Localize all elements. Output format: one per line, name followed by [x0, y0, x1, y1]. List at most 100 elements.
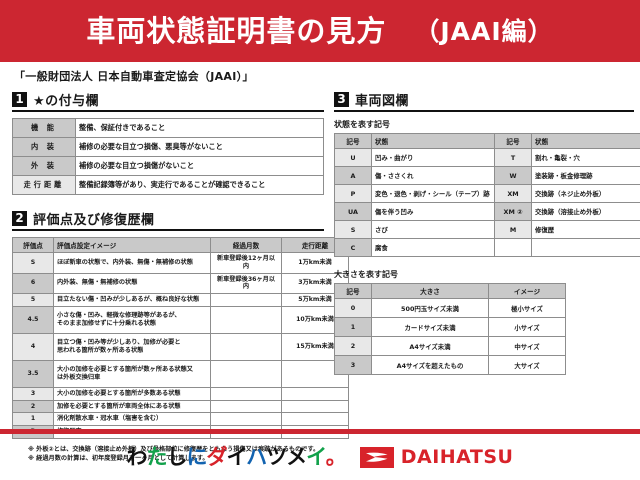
eval-months: [210, 386, 282, 401]
size-key: 3: [334, 355, 372, 375]
slogan-char: ダ: [206, 444, 228, 469]
eval-score: 1: [12, 412, 54, 426]
symbol-value: 交換跡（溶接止め外板）: [531, 202, 640, 221]
star-row-label: 機 能: [12, 118, 76, 138]
daihatsu-mark-icon: [359, 446, 394, 468]
table-row: 6 内外装、無傷・無補修の状態 新車登録後36ヶ月以内 3万km未満: [12, 272, 349, 294]
table-header-row: 評価点 評価点設定イメージ 経過月数 走行距離: [12, 237, 349, 253]
size-key: 0: [334, 298, 372, 318]
footnote-1: ※ 外板②とは、交換跡（溶接止め外板）及び骨格部位に修復歴をともなう損傷又は痕跡…: [28, 445, 320, 453]
table-row: 機 能 整備、保証付きであること: [12, 118, 324, 138]
section-1-title: ★の付与欄: [33, 94, 100, 109]
slogan-char: ハ: [246, 444, 267, 469]
content-columns: 1 ★の付与欄 機 能 整備、保証付きであること 内 装 補修の必要な目立つ損傷…: [0, 86, 640, 464]
eval-image: 内外装、無傷・無補修の状態: [53, 272, 211, 294]
symbol-key: W: [494, 166, 532, 185]
eval-image: 小さな傷・凹み、軽微な修理跡等があるが、 そのまま加修せずに十分乗れる状態: [53, 305, 211, 334]
col-header-score: 評価点: [12, 237, 54, 253]
symbol-value: 腐食: [371, 238, 495, 257]
star-row-desc: 補修の必要な目立つ損傷がないこと: [75, 156, 324, 176]
eval-score: 3.5: [12, 359, 54, 388]
eval-score: 6: [12, 272, 54, 294]
eval-score: S: [12, 252, 54, 274]
eval-score: 5: [12, 293, 54, 307]
col-header-symbol-right: 記号: [494, 133, 532, 149]
eval-image: 目立つ傷・凹み等が少しあり、加修が必要と 思われる箇所が数ヶ所ある状態: [53, 332, 211, 361]
size-table-subheading: 大きさを表す記号: [334, 270, 398, 279]
size-value: 500円玉サイズ未満: [371, 298, 489, 318]
footer-branding: わたしにダイハツメイ。 DAIHATSU: [0, 434, 640, 480]
organization-line: 「一般財団法人 日本自動車査定協会（JAAI）」: [14, 70, 254, 83]
slogan-char: イ: [306, 444, 327, 469]
condition-symbol-table: 記号 状態 記号 状態 U 凹み・曲がり T 割れ・亀裂・穴 A: [334, 133, 640, 257]
size-value: A4サイズ未満: [371, 336, 489, 356]
symbol-value: 傷・ささくれ: [371, 166, 495, 185]
symbol-table-subheading: 状態を表す記号: [334, 120, 390, 129]
eval-image: 目立たない傷・凹みが少しあるが、概ね良好な状態: [53, 293, 211, 307]
page-header-band: 車両状態証明書の見方 （JAAI編）: [0, 0, 640, 62]
section-1-heading: 1 ★の付与欄: [12, 90, 324, 112]
star-row-desc: 補修の必要な目立つ損傷、悪臭等がないこと: [75, 137, 324, 157]
size-key: 2: [334, 336, 372, 356]
section-2-title: 評価点及び修復歴欄: [33, 213, 155, 228]
eval-image: 消化剤散水車・冠水車（塩害を含む）: [53, 412, 211, 426]
size-value: カードサイズ未満: [371, 317, 489, 337]
size-image: 極小サイズ: [488, 298, 566, 318]
eval-months: [210, 293, 282, 307]
slogan-char: た: [146, 444, 168, 469]
col-header-image: 評価点設定イメージ: [53, 237, 211, 253]
daihatsu-logo: DAIHATSU: [359, 446, 514, 468]
section-1-number: 1: [12, 92, 27, 107]
star-row-desc: 整備記録簿等があり、実走行であることが確認できること: [75, 175, 324, 195]
symbol-key: XM ②: [494, 202, 532, 221]
col-header-condition-right: 状態: [531, 133, 640, 149]
col-header-symbol-left: 記号: [334, 133, 372, 149]
eval-months: [210, 399, 282, 414]
star-row-label: 内 装: [12, 137, 76, 157]
table-row: 走行距離 整備記録簿等があり、実走行であることが確認できること: [12, 175, 324, 195]
size-image: 中サイズ: [488, 336, 566, 356]
slogan-char: わ: [126, 444, 148, 469]
slogan-char: イ: [226, 444, 248, 469]
symbol-key: M: [494, 220, 532, 239]
table-row: S さび M 修復歴: [334, 220, 640, 239]
table-header-row: 記号 状態 記号 状態: [334, 133, 640, 149]
symbol-key: C: [334, 238, 372, 257]
symbol-key: U: [334, 148, 372, 167]
brand-slogan: わたしにダイハツメイ。: [126, 444, 347, 469]
slogan-char: メ: [286, 444, 307, 469]
size-image: 小サイズ: [488, 317, 566, 337]
symbol-value: 傷を伴う凹み: [371, 202, 495, 221]
eval-image: 大小の加修を必要とする箇所が多数ある状態: [53, 386, 211, 401]
table-row: 2 加修を必要とする箇所が車両全体にある状態: [12, 399, 349, 414]
eval-score: 3: [12, 386, 54, 401]
table-row: P 変色・退色・剥げ・シール（テープ）跡 XM 交換跡（ネジ止め外板）: [334, 184, 640, 203]
symbol-value: 変色・退色・剥げ・シール（テープ）跡: [371, 184, 495, 203]
table-row: 外 装 補修の必要な目立つ損傷がないこと: [12, 156, 324, 176]
table-row: 0 500円玉サイズ未満 極小サイズ: [334, 298, 566, 318]
eval-months: [210, 332, 282, 361]
eval-months: 新車登録後12ヶ月以内: [210, 252, 282, 274]
table-row: C 腐食: [334, 238, 640, 257]
table-row: A 傷・ささくれ W 塗装跡・板金修理跡: [334, 166, 640, 185]
eval-months: [210, 412, 282, 426]
symbol-key: [494, 238, 532, 257]
eval-image: 大小の加修を必要とする箇所が数ヶ所ある状態又 は外板交換归車: [53, 359, 211, 388]
col-header-condition-left: 状態: [371, 133, 495, 149]
left-column: 1 ★の付与欄 機 能 整備、保証付きであること 内 装 補修の必要な目立つ損傷…: [12, 86, 349, 464]
table-row: 3 A4サイズを超えたもの 大サイズ: [334, 355, 566, 375]
slogan-char: ツ: [266, 444, 287, 469]
table-header-row: 記号 大きさ イメージ: [334, 283, 566, 299]
symbol-key: S: [334, 220, 372, 239]
star-criteria-table: 機 能 整備、保証付きであること 内 装 補修の必要な目立つ損傷、悪臭等がないこ…: [12, 118, 324, 195]
symbol-value: さび: [371, 220, 495, 239]
symbol-key: UA: [334, 202, 372, 221]
section-2-number: 2: [12, 211, 27, 226]
table-row: 4 目立つ傷・凹み等が少しあり、加修が必要と 思われる箇所が数ヶ所ある状態 15…: [12, 332, 349, 361]
col-header-size: 大きさ: [371, 283, 489, 299]
daihatsu-wordmark: DAIHATSU: [400, 446, 514, 468]
right-column: 3 車両図欄 状態を表す記号 記号 状態 記号 状態 U 凹み・曲がり: [334, 86, 640, 464]
table-row: UA 傷を伴う凹み XM ② 交換跡（溶接止め外板）: [334, 202, 640, 221]
table-row: S ほぼ新車の状態で、内外装、無傷・無補修の状態 新車登録後12ヶ月以内 1万k…: [12, 252, 349, 274]
